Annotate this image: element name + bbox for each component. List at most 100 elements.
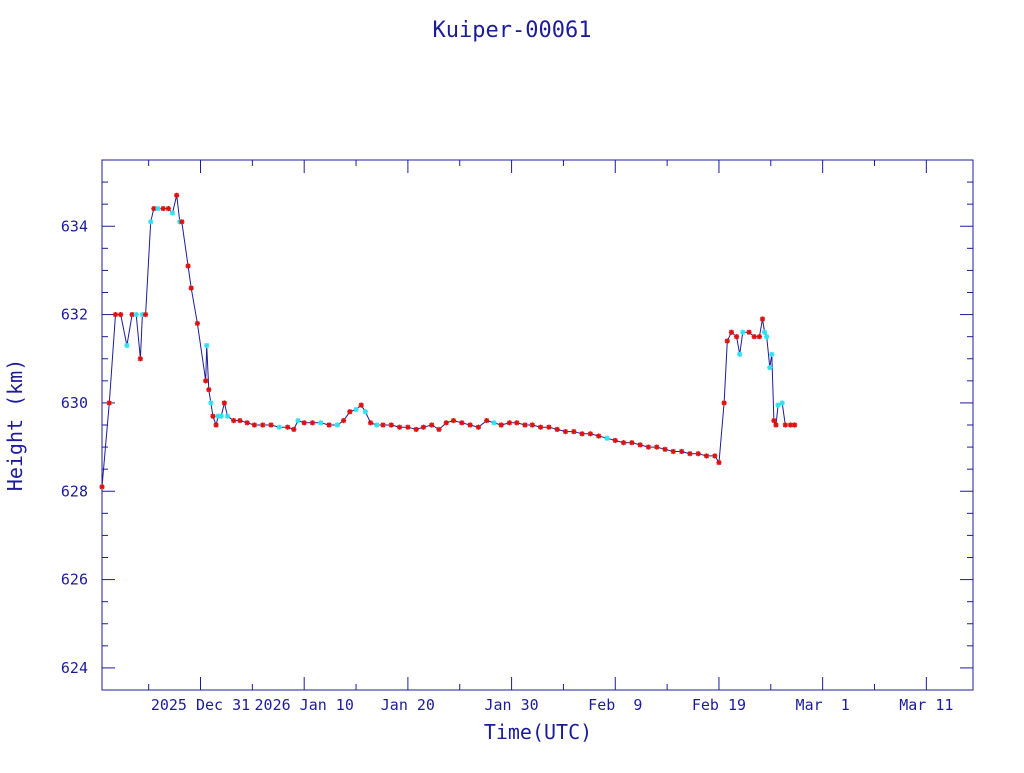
series-line	[101, 195, 795, 487]
data-point	[237, 417, 243, 424]
data-point	[112, 311, 119, 318]
chart-title: Kuiper-00061	[433, 18, 592, 43]
data-point	[475, 424, 481, 430]
data-point	[546, 424, 552, 430]
data-point	[670, 448, 676, 455]
data-point	[347, 409, 353, 415]
data-point	[612, 437, 618, 444]
data-point	[151, 205, 157, 212]
data-point	[629, 440, 635, 446]
data-point	[210, 413, 216, 419]
data-point	[218, 413, 224, 419]
data-point	[326, 422, 332, 428]
data-point	[733, 334, 740, 340]
x-axis-title: Time(UTC)	[484, 720, 592, 744]
data-point	[362, 409, 368, 415]
data-point	[142, 311, 149, 318]
y-tick-label: 628	[61, 482, 88, 500]
data-point	[645, 444, 652, 450]
data-point	[746, 329, 752, 335]
data-point	[388, 422, 394, 428]
data-point	[367, 420, 374, 426]
data-point	[654, 444, 660, 450]
y-axis-title: Height (km)	[3, 359, 27, 491]
data-point	[374, 422, 380, 428]
data-point	[787, 422, 794, 428]
data-point	[679, 448, 685, 455]
x-tick-label: Mar 1	[796, 696, 850, 714]
data-point	[716, 459, 722, 466]
data-point	[703, 453, 710, 459]
data-point	[604, 435, 610, 441]
data-point	[213, 422, 219, 428]
data-point	[208, 400, 214, 406]
data-point	[429, 422, 435, 428]
data-point	[779, 400, 785, 406]
data-point	[769, 351, 775, 357]
data-point	[340, 417, 347, 424]
data-point	[514, 420, 520, 426]
tick-labels-layer: 624 626 628 630 632 634 2025 Dec 31 2026 Jan 10…	[61, 217, 954, 714]
data-point	[771, 417, 777, 424]
x-tick-label: 2026 Jan 10	[255, 696, 354, 714]
data-point	[165, 205, 171, 212]
data-point	[99, 484, 105, 490]
y-tick-label: 630	[61, 394, 88, 412]
x-tick-label: Feb 19	[692, 696, 746, 714]
data-point	[268, 422, 274, 428]
data-point	[450, 417, 457, 424]
data-point	[587, 431, 593, 437]
data-point	[224, 413, 231, 419]
data-point	[467, 422, 473, 428]
data-point	[571, 429, 577, 435]
y-tick-label: 626	[61, 571, 88, 589]
data-point	[169, 210, 176, 216]
data-point	[188, 285, 194, 291]
data-point	[174, 192, 180, 198]
data-point	[124, 342, 130, 349]
x-tick-label: Mar 11	[899, 696, 953, 714]
data-point	[203, 378, 209, 384]
series-layer	[99, 192, 798, 490]
x-tick-label: Jan 30	[484, 696, 538, 714]
data-point	[353, 406, 359, 413]
data-point	[724, 338, 730, 344]
plot-frame	[101, 159, 974, 691]
data-point	[291, 426, 297, 433]
data-point	[413, 426, 419, 433]
x-tick-label: 2025 Dec 31	[151, 696, 250, 714]
data-point	[380, 422, 386, 428]
data-point	[712, 453, 718, 459]
x-tick-label: Jan 20	[381, 696, 435, 714]
data-point	[761, 329, 768, 335]
data-point	[775, 402, 781, 408]
y-tick-label: 624	[61, 659, 88, 677]
data-point	[358, 402, 364, 408]
data-point	[133, 311, 139, 318]
data-point	[443, 420, 449, 426]
data-point	[756, 334, 762, 340]
data-point	[773, 422, 779, 428]
data-point	[194, 320, 200, 327]
data-point	[231, 417, 237, 424]
data-point	[782, 422, 788, 428]
data-point	[137, 356, 143, 362]
data-point	[740, 329, 746, 335]
data-point	[318, 420, 324, 426]
data-point	[221, 400, 227, 406]
data-point	[459, 420, 465, 426]
data-point	[529, 422, 535, 428]
data-point	[498, 422, 504, 428]
data-point	[251, 422, 258, 428]
data-point	[579, 431, 585, 437]
data-point	[538, 424, 544, 430]
data-point	[396, 424, 403, 430]
data-point	[554, 426, 560, 433]
data-point	[295, 417, 301, 424]
data-point	[301, 420, 307, 426]
data-point	[204, 342, 210, 349]
data-point	[185, 263, 191, 269]
data-point	[420, 424, 427, 430]
data-point	[792, 422, 798, 428]
